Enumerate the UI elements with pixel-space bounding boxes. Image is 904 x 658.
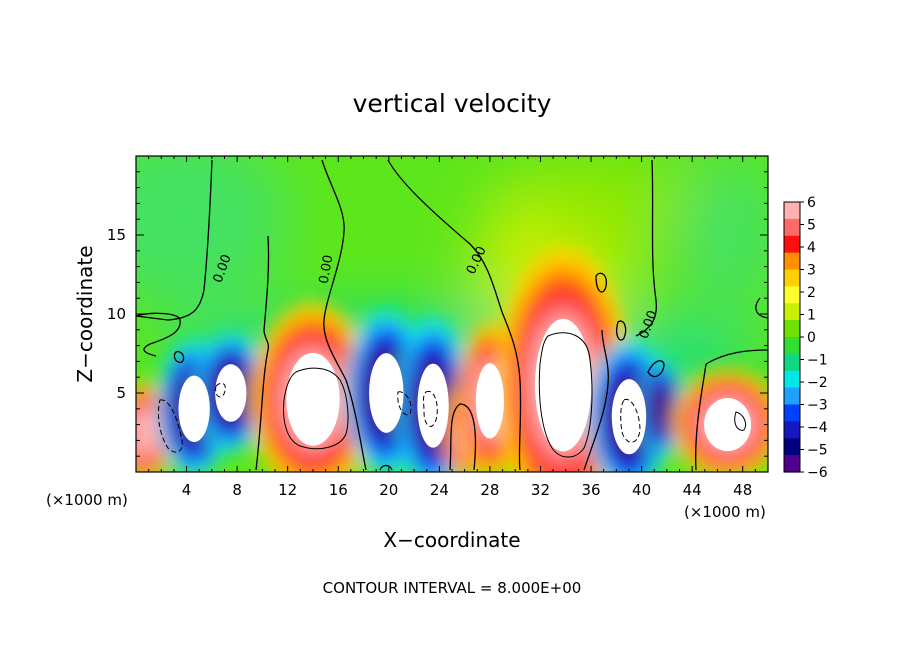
zero-contour-line [647, 360, 665, 378]
negative-contour-line [215, 382, 226, 398]
colorbar-label: 2 [807, 285, 816, 301]
x-axis-label: X−coordinate [383, 528, 520, 552]
positive-contour-line [283, 367, 349, 450]
x-tick-label: 48 [733, 481, 752, 499]
zero-contour-line [695, 363, 707, 471]
colorbar-swatch [784, 337, 800, 355]
x-unit-right: (×1000 m) [684, 503, 766, 521]
colorbar-label: −2 [807, 375, 828, 391]
downdraft-cell [649, 383, 672, 434]
y-tick-label: 10 [107, 305, 126, 323]
colorbar [783, 201, 801, 473]
negative-contour-line [157, 399, 183, 453]
positive-contour-line [734, 411, 747, 431]
zero-contour-line [595, 272, 607, 293]
downdraft-core [417, 363, 449, 448]
x-tick-label: 28 [480, 481, 499, 499]
zero-contour-line [255, 329, 270, 471]
colorbar-swatch [784, 320, 800, 338]
updraft-cell [136, 407, 159, 458]
x-tick-label: 24 [430, 481, 449, 499]
updraft-core [475, 363, 505, 439]
x-tick-label: 32 [531, 481, 550, 499]
field-wash [136, 156, 288, 314]
updraft-core [704, 398, 752, 452]
x-unit-left: (×1000 m) [46, 491, 128, 509]
zero-contour-line [616, 320, 627, 341]
colorbar-swatch [784, 252, 800, 271]
colorbar-swatch [784, 404, 800, 422]
colorbar-label: 5 [807, 218, 816, 234]
updraft-core [535, 318, 592, 452]
zero-contour-line [449, 403, 477, 471]
zero-contour-line [387, 159, 522, 471]
x-tick-label: 4 [182, 481, 192, 499]
colorbar-label: 3 [807, 263, 816, 279]
colorbar-swatch [784, 286, 800, 304]
colorbar-swatch [784, 370, 800, 389]
updraft-core [286, 352, 340, 446]
negative-contour-line [423, 390, 438, 427]
x-tick-label: 12 [278, 481, 297, 499]
x-tick-label: 44 [683, 481, 702, 499]
downdraft-core [178, 375, 210, 442]
colorbar-label: 1 [807, 308, 816, 324]
colorbar-label: −6 [807, 465, 828, 481]
zero-contour-line [136, 312, 181, 357]
colorbar-label: −1 [807, 353, 828, 369]
field-wash [679, 156, 768, 314]
downdraft-core [369, 353, 404, 433]
colorbar-label: 0 [807, 330, 816, 346]
colorbar-swatch [784, 455, 800, 473]
colorbar-label: 4 [807, 240, 816, 256]
zero-contour-line [321, 159, 367, 471]
x-tick-label: 8 [232, 481, 242, 499]
colorbar-swatch [784, 438, 800, 456]
colorbar-swatch [784, 303, 800, 321]
downdraft-core [215, 364, 247, 422]
x-tick-label: 40 [632, 481, 651, 499]
y-tick-label: 5 [116, 384, 126, 402]
colorbar-label: 6 [807, 195, 816, 211]
colorbar-swatch [784, 218, 800, 237]
colorbar-label: −3 [807, 398, 828, 414]
chart-title: vertical velocity [353, 89, 552, 118]
zero-contour-line [263, 235, 270, 331]
zero-contour-line [755, 297, 768, 319]
colorbar-label: −4 [807, 420, 828, 436]
x-tick-label: 20 [379, 481, 398, 499]
y-axis-label: Z−coordinate [73, 245, 97, 382]
contour-interval-footer: CONTOUR INTERVAL = 8.000E+00 [323, 579, 582, 597]
zero-contour-line [635, 159, 658, 337]
field-wash [527, 156, 705, 251]
colorbar-label: −5 [807, 443, 828, 459]
downdraft-core [611, 379, 647, 455]
colorbar-swatch [784, 387, 800, 406]
colorbar-swatch [784, 202, 800, 220]
x-tick-label: 16 [329, 481, 348, 499]
zero-contour-line [173, 351, 185, 363]
x-tick-label: 36 [581, 481, 600, 499]
positive-contour-line [538, 332, 593, 458]
zero-contour-line [379, 464, 393, 471]
zero-contour-line [136, 159, 213, 321]
zero-contour-line [705, 349, 768, 365]
plot-area: 0.00 0.00 0.000.00 [136, 156, 768, 472]
colorbar-swatch [784, 353, 800, 372]
colorbar-swatch [784, 421, 800, 439]
colorbar-swatch [784, 235, 800, 254]
zero-contour-line [583, 329, 609, 471]
colorbar-swatch [784, 269, 800, 287]
zero-contour-label: 0.00 [317, 254, 337, 285]
y-tick-label: 15 [107, 226, 126, 244]
